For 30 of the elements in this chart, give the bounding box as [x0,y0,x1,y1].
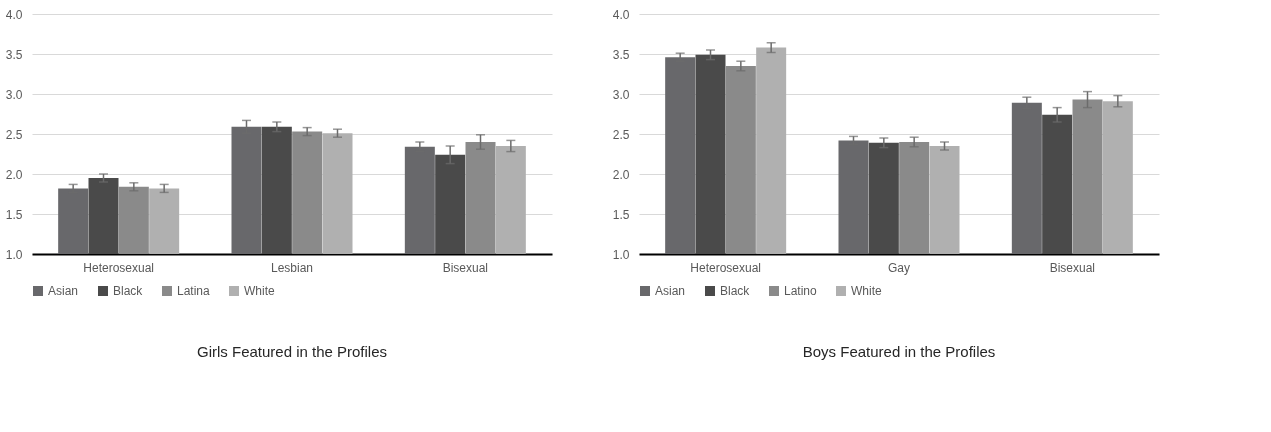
y-tick-label: 4.0 [5,7,23,22]
legend-label: White [244,284,275,298]
y-tick-label: 2.0 [612,167,630,182]
legend-label: Latino [784,284,818,298]
legend-label: Black [113,284,144,298]
x-tick-label: Heterosexual [690,260,762,275]
legend-label: Black [720,284,751,298]
legend-label: White [851,284,882,298]
x-tick-label: Heterosexual [83,260,155,275]
y-tick-label: 2.5 [612,127,630,142]
x-tick-label: Gay [887,260,911,275]
legend-label: Asian [655,284,686,298]
y-tick-label: 3.5 [612,47,630,62]
y-tick-label: 4.0 [612,7,630,22]
y-tick-label: 1.5 [612,207,630,222]
x-tick-label: Bisexual [442,260,489,275]
text: Girls Featured in the Profiles [196,343,388,360]
y-tick-label: 1.0 [5,247,23,262]
y-tick-label: 2.0 [5,167,23,182]
x-tick-label: Bisexual [1049,260,1096,275]
y-tick-label: 1.0 [612,247,630,262]
x-tick-label: Lesbian [270,260,314,275]
y-tick-label: 2.5 [5,127,23,142]
y-tick-label: 3.5 [5,47,23,62]
y-tick-label: 1.5 [5,207,23,222]
text: Boys Featured in the Profiles [802,343,996,360]
y-tick-label: 3.0 [612,87,630,102]
legend-label: Asian [48,284,79,298]
y-tick-label: 3.0 [5,87,23,102]
legend-label: Latina [177,284,211,298]
